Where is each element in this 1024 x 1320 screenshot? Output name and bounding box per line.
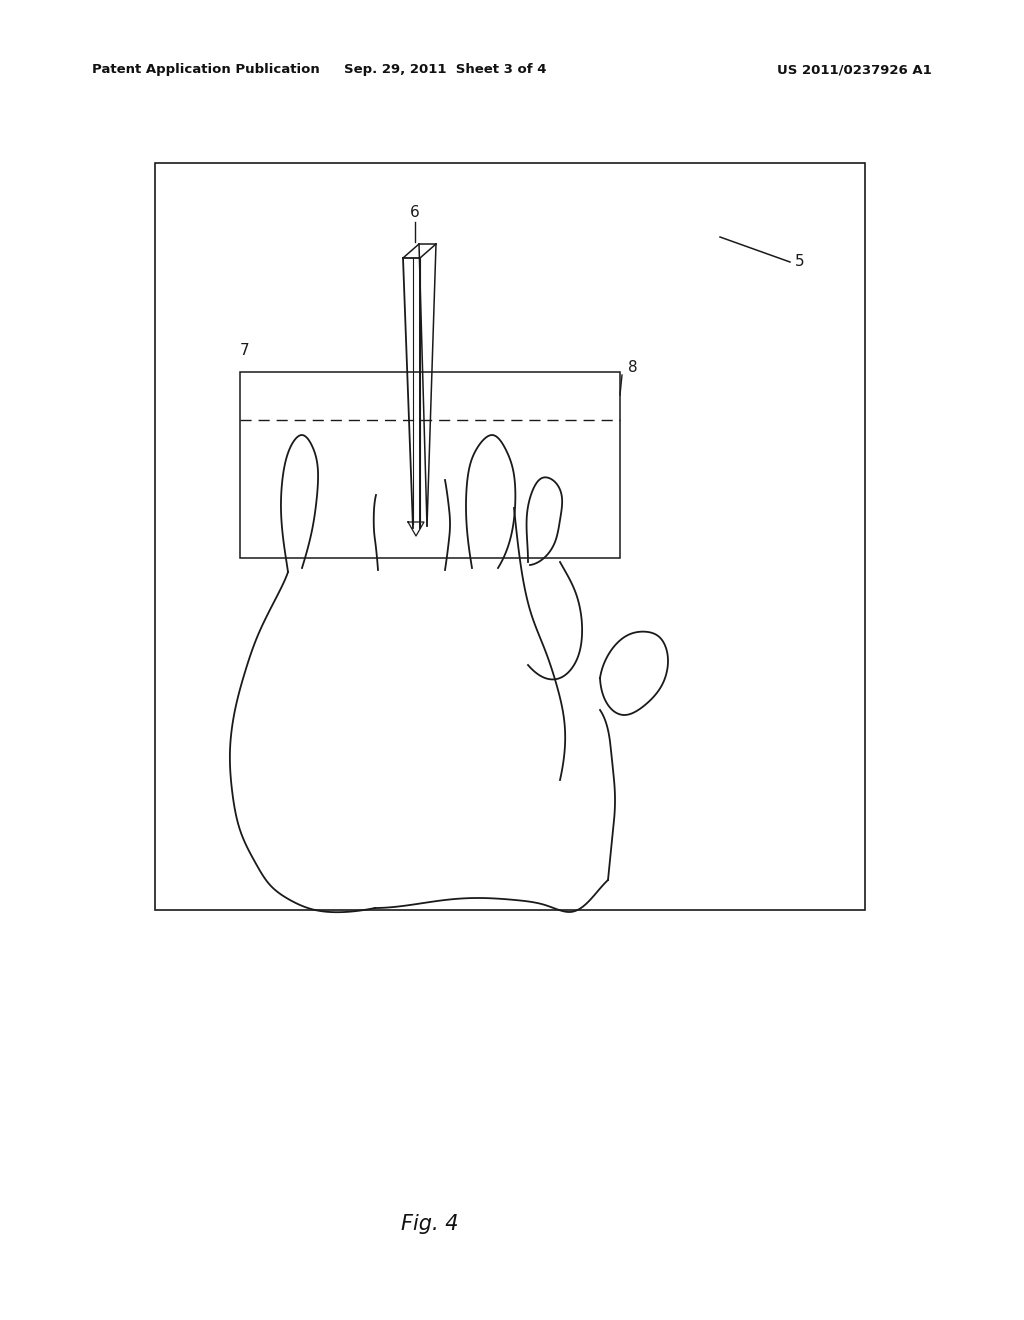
Text: Patent Application Publication: Patent Application Publication — [92, 63, 319, 77]
Bar — [240, 372, 620, 558]
Text: Sep. 29, 2011  Sheet 3 of 4: Sep. 29, 2011 Sheet 3 of 4 — [344, 63, 547, 77]
Text: Fig. 4: Fig. 4 — [401, 1213, 459, 1234]
Text: 6: 6 — [411, 205, 420, 220]
Text: 5: 5 — [795, 255, 805, 269]
Text: US 2011/0237926 A1: US 2011/0237926 A1 — [777, 63, 932, 77]
Text: 7: 7 — [240, 343, 250, 358]
Text: 8: 8 — [628, 360, 638, 375]
Bar — [155, 162, 865, 909]
